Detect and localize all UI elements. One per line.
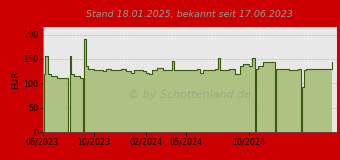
Y-axis label: EUR: EUR bbox=[12, 70, 20, 89]
Text: © by Schottenland.de: © by Schottenland.de bbox=[128, 90, 251, 100]
Text: Stand 18.01.2025, bekannt seit 17.06.2023: Stand 18.01.2025, bekannt seit 17.06.202… bbox=[86, 10, 293, 19]
